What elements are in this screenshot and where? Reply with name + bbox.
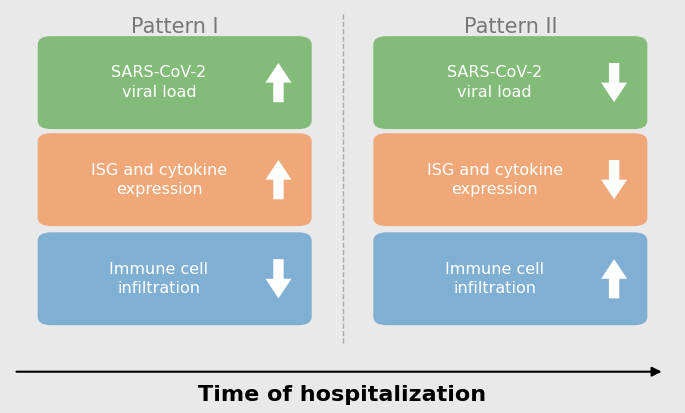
- FancyBboxPatch shape: [38, 133, 312, 226]
- Polygon shape: [265, 63, 291, 102]
- Polygon shape: [601, 63, 627, 102]
- FancyBboxPatch shape: [373, 133, 647, 226]
- Text: Pattern I: Pattern I: [131, 17, 219, 37]
- FancyBboxPatch shape: [373, 36, 647, 129]
- Polygon shape: [265, 259, 291, 298]
- FancyBboxPatch shape: [38, 36, 312, 129]
- Text: SARS-CoV-2
viral load: SARS-CoV-2 viral load: [112, 66, 207, 100]
- Text: Time of hospitalization: Time of hospitalization: [199, 385, 486, 405]
- Polygon shape: [265, 160, 291, 199]
- Text: SARS-CoV-2
viral load: SARS-CoV-2 viral load: [447, 66, 543, 100]
- FancyBboxPatch shape: [38, 232, 312, 325]
- Text: ISG and cytokine
expression: ISG and cytokine expression: [427, 163, 563, 197]
- Polygon shape: [601, 160, 627, 199]
- Text: Immune cell
infiltration: Immune cell infiltration: [445, 262, 545, 296]
- Text: Pattern II: Pattern II: [464, 17, 557, 37]
- Text: ISG and cytokine
expression: ISG and cytokine expression: [91, 163, 227, 197]
- Polygon shape: [601, 259, 627, 298]
- FancyBboxPatch shape: [373, 232, 647, 325]
- Text: Immune cell
infiltration: Immune cell infiltration: [110, 262, 209, 296]
